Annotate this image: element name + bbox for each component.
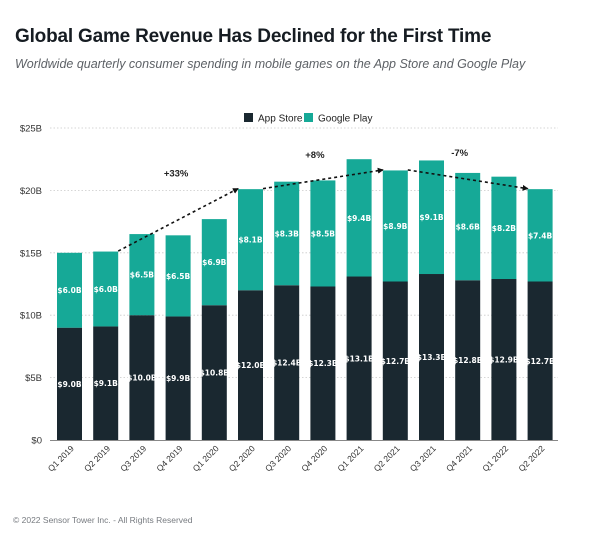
bar-app-store [201, 305, 227, 440]
gridlines [50, 127, 558, 379]
bar-value-label: $12.8B [453, 356, 483, 365]
bar-google-play [346, 159, 372, 277]
y-tick-label: $5B [25, 373, 42, 384]
bar-google-play [527, 189, 553, 282]
bar-value-label: $8.2B [492, 224, 517, 233]
x-tick-label: Q3 2020 [263, 443, 293, 473]
bar-google-play [382, 170, 408, 282]
y-tick-label: $20B [20, 186, 42, 197]
bar-value-label: $8.9B [383, 222, 408, 231]
bar-value-label: $9.9B [166, 374, 191, 383]
bar-google-play [491, 176, 517, 280]
bar-value-label: $13.1B [344, 354, 374, 363]
x-tick-label: Q2 2021 [372, 443, 402, 473]
legend-swatch-app-store [244, 113, 253, 122]
x-tick-label: Q1 2022 [480, 443, 510, 473]
bar-value-label: $8.3B [275, 229, 300, 238]
x-tick-label: Q4 2021 [444, 443, 474, 473]
bar-value-label: $8.5B [311, 229, 336, 238]
bar-google-play [274, 181, 300, 286]
bar-value-label: $9.0B [57, 380, 82, 389]
legend-label-google-play: Google Play [318, 114, 372, 125]
y-tick-label: $25B [20, 124, 42, 135]
bar-app-store [455, 280, 481, 440]
bar-value-label: $12.7B [381, 357, 411, 366]
bar-app-store [129, 315, 155, 440]
bar-value-label: $12.0B [236, 361, 266, 370]
y-tick-label: $15B [20, 248, 42, 259]
trend-label: +8% [305, 150, 325, 161]
bar-google-play [310, 180, 336, 287]
trend-arrow [117, 187, 239, 252]
bar-value-label: $9.1B [94, 379, 119, 388]
x-tick-label: Q4 2020 [299, 443, 329, 473]
x-axis: Q1 2019 Q2 2019 Q3 2019 Q4 2019 Q1 2020 Q2 20… [46, 440, 558, 473]
bar-value-label: $12.9B [489, 356, 519, 365]
bar-app-store [238, 290, 263, 440]
bar-value-label: $7.4B [528, 231, 553, 240]
bar-google-play [455, 172, 481, 281]
trend-arrow [407, 169, 529, 191]
x-tick-label: Q4 2019 [154, 443, 184, 473]
bar-app-store [419, 274, 444, 440]
bar-value-label: $6.5B [130, 271, 155, 280]
bar-google-play [93, 251, 119, 327]
bar-value-label: $12.7B [525, 357, 555, 366]
chart-subtitle: Worldwide quarterly consumer spending in… [15, 57, 526, 71]
trend-arrow [262, 167, 384, 190]
bar-google-play [201, 219, 227, 306]
bar-app-store [165, 316, 191, 440]
trend-label: +33% [164, 169, 189, 180]
bar-value-label: $9.4B [347, 214, 372, 223]
bar-value-label: $6.9B [202, 258, 227, 267]
x-tick-label: Q1 2021 [335, 443, 365, 473]
bar-app-store [93, 326, 119, 440]
bar-value-label: $12.3B [308, 359, 338, 368]
bar-value-label: $8.1B [238, 236, 263, 245]
x-tick-label: Q1 2020 [191, 443, 221, 473]
x-tick-label: Q2 2020 [227, 443, 257, 473]
x-tick-label: Q3 2021 [408, 443, 438, 473]
bar-value-label: $6.0B [94, 285, 119, 294]
bars: $9.0B $6.0B $9.1B $6.0B $10.0B $6.5B $9.9B $6.5… [57, 159, 555, 440]
bar-google-play [419, 160, 444, 275]
bar-value-label: $10.8B [200, 369, 230, 378]
bar-google-play [165, 235, 191, 317]
x-tick-label: Q2 2019 [82, 443, 112, 473]
bar-google-play [238, 189, 263, 291]
y-tick-label: $0 [31, 436, 42, 447]
legend-swatch-google-play [304, 113, 313, 122]
bar-value-label: $9.1B [419, 213, 444, 222]
bar-app-store [346, 276, 372, 440]
copyright-footer: © 2022 Sensor Tower Inc. - All Rights Re… [13, 515, 193, 525]
bar-app-store [382, 281, 408, 440]
bar-value-label: $10.0B [127, 374, 157, 383]
bar-app-store [57, 327, 82, 440]
bar-value-label: $6.0B [57, 286, 82, 295]
bar-app-store [527, 281, 553, 440]
bar-app-store [491, 279, 517, 440]
bar-app-store [274, 285, 300, 440]
y-axis: $0 $5B $10B $15B $20B $25B [20, 124, 42, 447]
trend-label: -7% [451, 148, 468, 159]
chart-title: Global Game Revenue Has Declined for the… [15, 26, 492, 47]
bar-value-label: $13.3B [417, 353, 447, 362]
legend: App Store Google Play [244, 113, 372, 125]
legend-label-app-store: App Store [258, 114, 303, 125]
annotations: +33% +8% -7% [117, 148, 529, 252]
bar-value-label: $8.6B [456, 223, 481, 232]
bar-value-label: $12.4B [272, 359, 302, 368]
bar-app-store [310, 286, 336, 440]
x-tick-label: Q2 2022 [516, 443, 546, 473]
x-tick-label: Q1 2019 [46, 443, 76, 473]
x-tick-label: Q3 2019 [118, 443, 148, 473]
bar-google-play [129, 234, 155, 316]
bar-value-label: $6.5B [166, 272, 191, 281]
bar-google-play [57, 252, 82, 328]
y-tick-label: $10B [20, 311, 42, 322]
